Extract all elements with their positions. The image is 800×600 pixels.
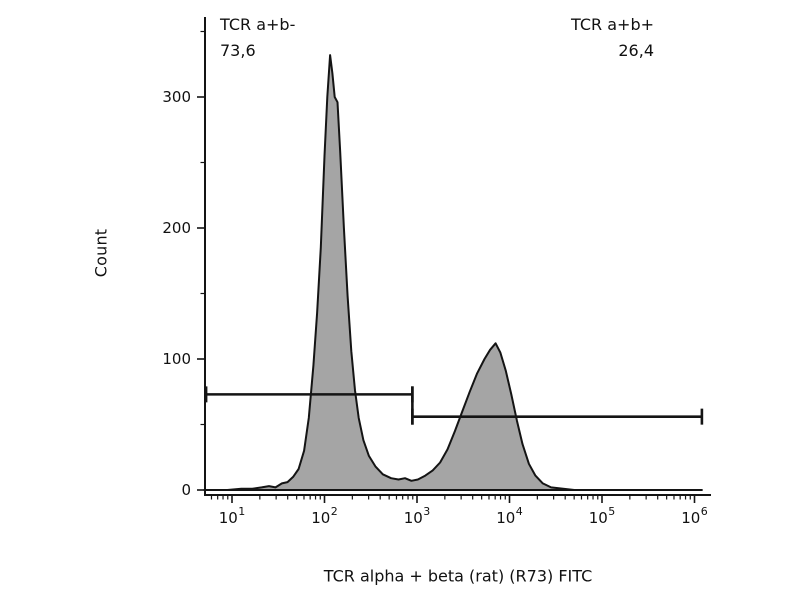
y-tick-label: 200 (162, 219, 191, 237)
gate-positive-label: TCR a+b+ (571, 15, 654, 34)
histogram-curve (203, 54, 703, 491)
x-tick-labels: 101 102 103 104 105 106 (219, 505, 708, 527)
y-tick-label: 100 (162, 350, 191, 368)
axis-ticks (197, 30, 696, 503)
x-tick-label: 106 (681, 505, 708, 527)
gate-negative-value: 73,6 (220, 41, 256, 60)
y-tick-label: 0 (181, 481, 191, 499)
gate-positive-value: 26,4 (618, 41, 654, 60)
x-tick-label: 105 (589, 505, 616, 527)
y-tick-label: 300 (162, 88, 191, 106)
x-tick-label: 103 (404, 505, 431, 527)
x-tick-label: 104 (496, 505, 523, 527)
x-tick-label: 102 (311, 505, 338, 527)
gate-negative-annotation: TCR a+b- 73,6 (220, 12, 295, 64)
axes (204, 17, 711, 496)
gate-markers (204, 386, 704, 425)
y-axis-title: Count (91, 228, 111, 278)
gate-positive-annotation: TCR a+b+ 26,4 (571, 12, 654, 64)
x-axis-title: TCR alpha + beta (rat) (R73) FITC (323, 566, 593, 586)
x-tick-label: 101 (219, 505, 246, 527)
gate-negative-label: TCR a+b- (220, 15, 296, 34)
y-tick-labels: 0 100 200 300 (162, 88, 191, 499)
